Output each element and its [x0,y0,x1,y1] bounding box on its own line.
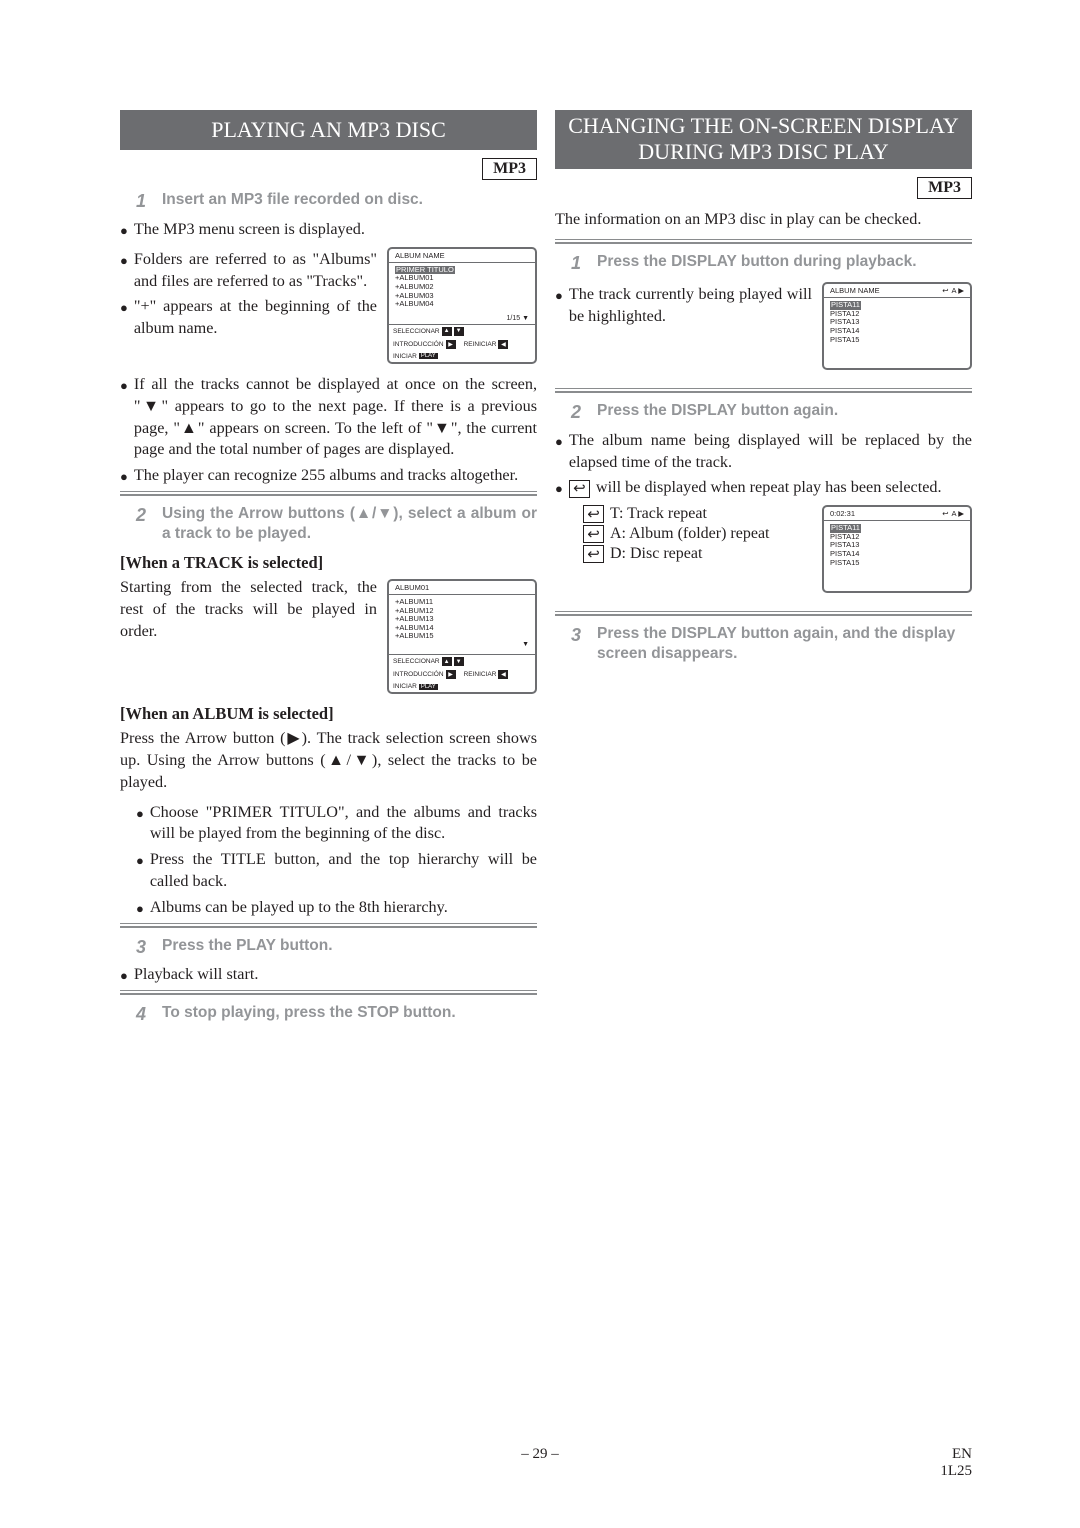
step-number: 2 [136,504,152,543]
step-rule [555,239,972,244]
bullet-dot: ● [120,465,128,487]
bullet-text: Choose "PRIMER TITULO", and the albums a… [150,802,537,846]
bullet-text: If all the tracks cannot be displayed at… [134,374,537,461]
repeat-label: D: Disc repeat [610,545,702,563]
screen-row: PISTA15 [830,559,964,568]
menu-screen-4: 0:02:31 ↩A ▶ PISTA11 PISTA12 PISTA13 PIS… [822,505,972,593]
step-rule [120,990,537,995]
step-number: 1 [571,252,587,275]
play-icon: PLAY [419,353,438,359]
step-number: 3 [571,624,587,663]
bullet-dot: ● [555,477,563,499]
bullet-dot: ● [136,897,144,919]
mp3-badge-right: MP3 [917,177,972,199]
repeat-label: T: Track repeat [610,505,707,523]
repeat-indicator: ↩A ▶ [942,286,964,295]
bullet-text: Press the TITLE button, and the top hier… [150,849,537,893]
right-step2-text: Press the DISPLAY button again. [597,401,838,424]
track-paragraph: Starting from the selected track, the re… [120,577,377,643]
page-number: – 29 – [521,1446,559,1463]
repeat-icon: ↩ [583,525,604,543]
arrow-icon: ▲ [442,327,452,336]
step2-text: Using the Arrow buttons (▲/▼), select a … [162,504,537,543]
screen-bot-label: INTRODUCCIÓN [393,671,444,678]
bullet-text: The MP3 menu screen is displayed. [134,219,365,241]
repeat-label: A: Album (folder) repeat [610,525,770,543]
bullet-dot: ● [136,802,144,846]
bullet-dot: ● [120,296,128,340]
mp3-badge-left: MP3 [482,158,537,180]
arrow-icon: ◀ [498,670,508,679]
screen-bot-label: REINICIAR [464,341,497,348]
screen-title: 0:02:31 [830,509,855,518]
arrow-icon: ▲ [442,657,452,666]
bullet-dot: ● [555,430,563,474]
screen-title: ALBUM NAME [830,286,880,295]
screen-bot-label: INICIAR [393,353,417,360]
bullet-text: Albums can be played up to the 8th hiera… [150,897,448,919]
play-icon: PLAY [419,684,438,690]
step1-text: Insert an MP3 file recorded on disc. [162,190,423,213]
menu-screen-2: ALBUM01 +ALBUM11 +ALBUM12 +ALBUM13 +ALBU… [387,579,537,694]
right-step1-text: Press the DISPLAY button during playback… [597,252,917,275]
screen-row: PISTA15 [830,336,964,345]
page-footer: – 29 – EN 1L25 [0,1446,1080,1480]
bullet-dot: ● [120,219,128,241]
screen-row: +ALBUM15 [395,632,529,641]
left-banner: PLAYING AN MP3 DISC [120,110,537,150]
screen-bot-label: SELECCIONAR [393,328,440,335]
step-rule [555,611,972,616]
menu-screen-3: ALBUM NAME ↩A ▶ PISTA11 PISTA12 PISTA13 … [822,282,972,370]
right-step3-text: Press the DISPLAY button again, and the … [597,624,972,663]
repeat-icon: ↩ [583,545,604,563]
step-number: 2 [571,401,587,424]
screen-row: +ALBUM04 [395,300,529,309]
arrow-icon: ◀ [498,340,508,349]
screen-title: ALBUM NAME [395,251,445,260]
when-album-heading: [When an ALBUM is selected] [120,704,537,724]
bullet-text: Playback will start. [134,964,259,986]
step-number: 3 [136,936,152,959]
screen-page: 1/15 ▼ [389,315,535,324]
step-rule [120,491,537,496]
footer-en: EN [952,1446,972,1462]
bullet-dot: ● [120,964,128,986]
bullet-dot: ● [120,249,128,293]
screen-bot-label: REINICIAR [464,671,497,678]
step4-text: To stop playing, press the STOP button. [162,1003,456,1026]
step-number: 4 [136,1003,152,1026]
bullet-text: The track currently being played will be… [569,284,812,328]
bullet-text: ↩ will be displayed when repeat play has… [569,477,942,499]
bullet-text: "+" appears at the beginning of the albu… [134,296,377,340]
screen-bot-label: INTRODUCCIÓN [393,341,444,348]
arrow-icon: ▼ [454,327,464,336]
intro-paragraph: The information on an MP3 disc in play c… [555,209,972,231]
arrow-icon: ▶ [446,670,456,679]
screen-bot-label: INICIAR [393,683,417,690]
arrow-icon: ▶ [446,340,456,349]
album-paragraph: Press the Arrow button (▶). The track se… [120,728,537,794]
step-rule [120,923,537,928]
footer-code: 1L25 [940,1463,972,1479]
step3-text: Press the PLAY button. [162,936,333,959]
screen-bot-label: SELECCIONAR [393,658,440,665]
repeat-icon: ↩ [569,480,590,498]
left-column: PLAYING AN MP3 DISC MP3 1 Insert an MP3 … [120,110,537,1032]
arrow-icon: ▼ [454,657,464,666]
bullet-text: Folders are referred to as "Albums" and … [134,249,377,293]
step-number: 1 [136,190,152,213]
bullet-text: The player can recognize 255 albums and … [134,465,518,487]
screen-title: ALBUM01 [395,583,429,592]
step-rule [555,388,972,393]
right-column: CHANGING THE ON-SCREEN DISPLAY DURING MP… [555,110,972,1032]
bullet-dot: ● [555,284,563,328]
bullet-dot: ● [136,849,144,893]
repeat-indicator: ↩A ▶ [942,509,964,518]
bullet-dot: ● [120,374,128,461]
menu-screen-1: ALBUM NAME PRIMER TITULO +ALBUM01 +ALBUM… [387,247,537,364]
bullet-text: The album name being displayed will be r… [569,430,972,474]
repeat-icon: ↩ [583,505,604,523]
right-banner: CHANGING THE ON-SCREEN DISPLAY DURING MP… [555,110,972,169]
when-track-heading: [When a TRACK is selected] [120,553,537,573]
